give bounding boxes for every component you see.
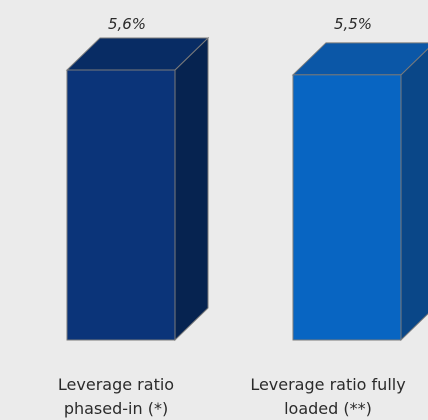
category-label-2-line-2: loaded (**)	[284, 399, 372, 418]
bar-2-front	[292, 74, 402, 341]
bar-1-side	[174, 36, 209, 342]
value-label-2: 5,5%	[334, 15, 372, 33]
category-label-1-line-1: Leverage ratio	[58, 375, 174, 394]
category-label-2-line-1: Leverage ratio fully	[250, 375, 405, 394]
category-label-1-line-2: phased-in (*)	[64, 399, 168, 418]
value-label-1: 5,6%	[108, 15, 146, 33]
bar-1-front	[66, 69, 176, 341]
bar-2-side	[400, 47, 428, 342]
